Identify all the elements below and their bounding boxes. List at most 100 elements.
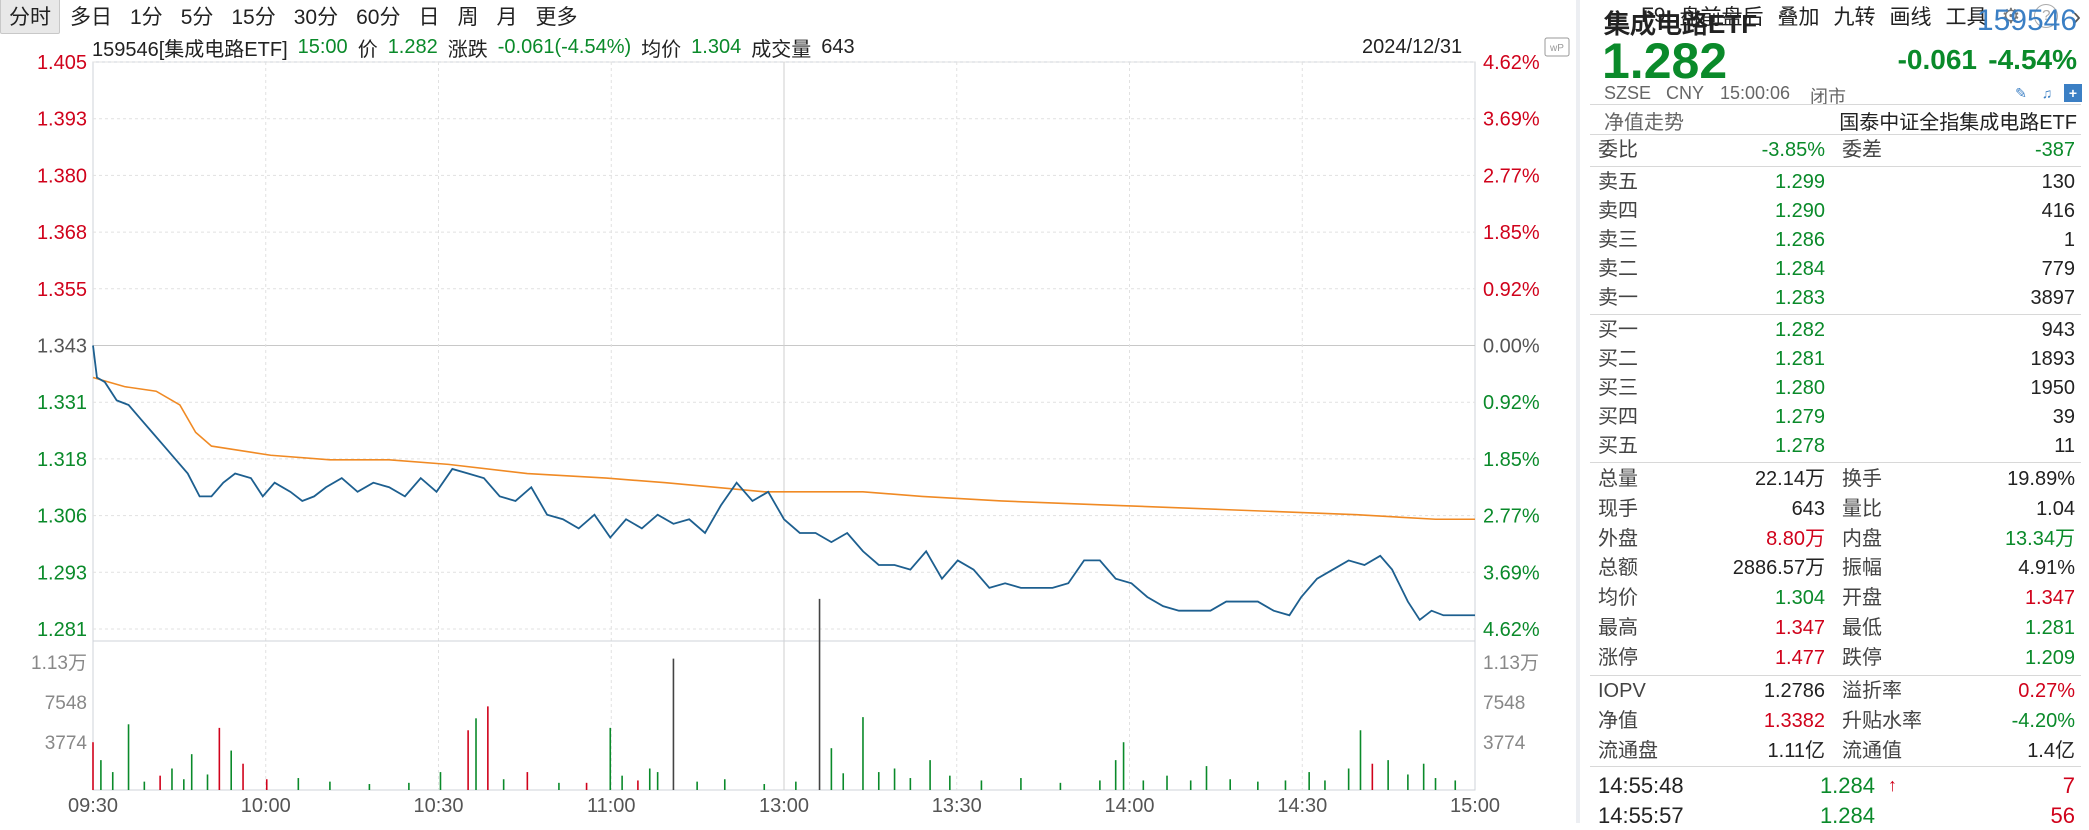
y-left-tick-9: 1.293 [37, 562, 87, 584]
timeframe-tab-2[interactable]: 1分 [130, 6, 163, 29]
toolbar-action-4[interactable]: 画线 [1889, 6, 1932, 29]
y-right-tick-2: 2.77% [1483, 165, 1540, 187]
stat-row-0-value1: 22.14万 [1754, 468, 1825, 490]
panel-divider[interactable] [1576, 0, 1580, 823]
y-right-tick-6: 0.92% [1483, 392, 1540, 414]
sep-1 [1590, 104, 2081, 105]
edit-icon[interactable]: ✎ [2015, 85, 2027, 101]
buy-level-5-value2: 11 [2054, 435, 2075, 457]
gear-icon[interactable]: ⚙ [2001, 4, 2021, 28]
stat-row-2-value1: 8.80万 [1766, 527, 1825, 550]
bell-icon[interactable]: ♫ [2041, 85, 2053, 101]
stat-row-2-label1: 外盘 [1598, 527, 1638, 550]
sell-level-5-label: 卖五 [1598, 171, 1638, 193]
timeframe-tab-9[interactable]: 月 [496, 6, 518, 29]
y-left-tick-0: 1.405 [37, 52, 87, 74]
x-tick-2: 10:30 [413, 795, 463, 817]
stat-row-0: 总量 22.14万 换手 19.89% [1598, 465, 2075, 494]
intraday-chart[interactable]: 1.405 4.62% 1.393 3.69% 1.380 2.77% 1.368 1.85%… [0, 0, 1576, 823]
price-change-pct: -4.54% [1988, 44, 2077, 75]
chevron-right-icon[interactable]: › [2072, 0, 2081, 31]
vol-left-tick-0: 1.13万 [31, 653, 87, 674]
x-tick-7: 14:30 [1277, 795, 1327, 817]
stat-row-6-label1: 涨停 [1598, 646, 1638, 669]
fund-stat-row-0: IOPV 1.2786 溢折率 0.27% [1598, 677, 2075, 706]
y-right-tick-7: 1.85% [1483, 449, 1540, 471]
stat-row-5-label1: 最高 [1598, 617, 1638, 639]
sell-level-4-value2: 416 [2041, 200, 2075, 222]
buy-level-2-label: 买二 [1598, 348, 1638, 370]
stock-code: 159546 [1976, 4, 2077, 37]
help-icon[interactable]: ? [2034, 4, 2059, 28]
timeframe-tab-4[interactable]: 15分 [231, 6, 276, 29]
wp-icon [1544, 37, 1570, 57]
buy-level-3-value: 1.280 [1774, 377, 1825, 399]
vol-right-tick-0: 1.13万 [1483, 653, 1539, 674]
buy-level-3-value2: 1950 [2030, 377, 2076, 399]
sell-level-3-label: 卖三 [1598, 229, 1638, 251]
sell-level-2-value2: 779 [2041, 258, 2075, 280]
y-left-tick-5: 1.343 [37, 336, 87, 358]
sell-level-4: 卖四 1.290 416 [1598, 197, 2075, 226]
tick-row-1: 14:55:57 1.284 56 [1598, 801, 2075, 830]
toolbar-right: F9 盘前盘后 叠加 九转 画线 工具 ⚙? › [1627, 0, 2081, 32]
toolbar-action-0[interactable]: F9 [1640, 4, 1666, 27]
timeframe-tab-10[interactable]: 更多 [535, 6, 578, 29]
info-date: 2024/12/31 [1362, 36, 1463, 58]
stat-row-6-label2: 跌停 [1842, 646, 1882, 669]
sell-level-5: 卖五 1.299 130 [1598, 168, 2075, 197]
stat-row-4: 均价 1.304 开盘 1.347 [1598, 584, 2075, 613]
timeframe-tab-7[interactable]: 日 [418, 6, 440, 29]
add-icon[interactable]: + [2064, 84, 2082, 102]
info-vol-label: 成交量 [751, 38, 812, 61]
timeframe-tab-8[interactable]: 周 [457, 6, 479, 29]
fund-stat-row-0-label1: IOPV [1598, 680, 1646, 702]
sep-5 [1590, 462, 2081, 463]
stat-row-1-value2: 1.04 [2036, 497, 2075, 520]
y-right-tick-1: 3.69% [1483, 109, 1540, 131]
timeframe-tab-5[interactable]: 30分 [293, 6, 339, 29]
y-left-tick-3: 1.368 [37, 222, 87, 244]
vol-right-tick-1: 7548 [1483, 693, 1525, 714]
y-left-tick-1: 1.393 [37, 109, 87, 131]
y-right-tick-3: 1.85% [1483, 222, 1540, 244]
timeframe-tab-6[interactable]: 60分 [356, 6, 401, 29]
tick-price: 1.284 [1819, 803, 1875, 828]
sell-level-2-value: 1.284 [1774, 258, 1825, 280]
buy-level-1-label: 买一 [1598, 319, 1638, 341]
quote-panel: 集成电路ETF 159546 1.282 -0.061 -4.54% SZSE CNY 15:… [1582, 0, 2089, 828]
y-right-tick-10: 4.62% [1483, 619, 1540, 641]
fund-stat-row-0-value1: 1.2786 [1763, 680, 1825, 702]
vol-left-tick-1: 7548 [45, 693, 87, 714]
timeframe-tab-1[interactable]: 多日 [70, 6, 112, 29]
stat-row-4-value1: 1.304 [1774, 587, 1825, 610]
toolbar-action-3[interactable]: 九转 [1833, 6, 1876, 29]
toolbar-action-1[interactable]: 盘前盘后 [1679, 6, 1764, 29]
buy-level-1-value2: 943 [2041, 319, 2075, 341]
timeframe-tab-0[interactable]: 分时 [0, 0, 60, 34]
chart-toolbar: 分时 多日 1分 5分 15分 30分 60分日周月更多 [0, 0, 1580, 34]
info-price-label: 价 [357, 38, 378, 61]
weibi-value: -3.85% [1761, 139, 1825, 161]
toolbar-action-5[interactable]: 工具 [1945, 6, 1988, 29]
toolbar-action-2[interactable]: 叠加 [1777, 6, 1820, 29]
sep-3 [1590, 166, 2081, 167]
tick-volume: 7 [2062, 773, 2075, 798]
stat-row-2: 外盘 8.80万 内盘 13.34万 [1598, 525, 2075, 554]
sell-level-1: 卖一 1.283 3897 [1598, 284, 2075, 313]
stat-row-2-value2: 13.34万 [2004, 527, 2075, 550]
x-tick-0: 09:30 [68, 795, 118, 817]
vol-left-tick-2: 3774 [45, 733, 88, 754]
x-tick-3: 11:00 [587, 795, 636, 817]
nav-trend-link[interactable]: 净值走势 [1604, 112, 1684, 134]
timeframe-tab-3[interactable]: 5分 [180, 6, 214, 29]
stat-row-0-label2: 换手 [1842, 468, 1882, 490]
y-right-tick-5: 0.00% [1483, 336, 1540, 358]
stat-row-3: 总额 2886.57万 振幅 4.91% [1598, 554, 2075, 583]
info-vol: 643 [821, 35, 855, 58]
y-right-tick-8: 2.77% [1483, 506, 1540, 528]
y-right-tick-0: 4.62% [1483, 52, 1540, 74]
sell-level-4-value: 1.290 [1774, 200, 1825, 222]
fund-stat-row-2: 流通盘 1.11亿 流通值 1.4亿 [1598, 737, 2075, 766]
stat-row-0-value2: 19.89% [2007, 468, 2075, 490]
